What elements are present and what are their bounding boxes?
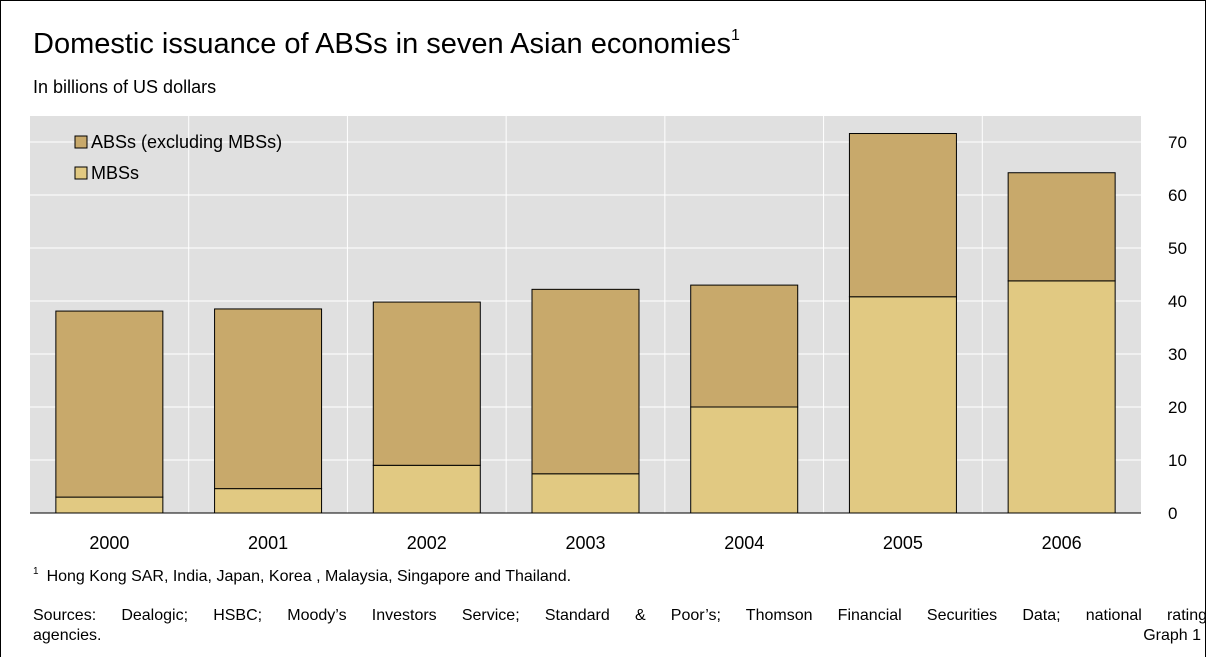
abs-bar-2001	[214, 308, 323, 490]
y-tick-label: 60	[1168, 186, 1187, 205]
y-tick-label: 0	[1168, 504, 1177, 523]
x-tick-label: 2003	[565, 533, 605, 553]
footnote: 1 Hong Kong SAR, India, Japan, Korea , Ma…	[33, 566, 571, 586]
x-tick-label: 2004	[724, 533, 764, 553]
chart-subtitle: In billions of US dollars	[33, 77, 217, 97]
y-tick-label: 50	[1168, 239, 1187, 258]
y-axis-ticks: 0 10 20 30 40 50 60 70	[1168, 133, 1187, 523]
abs-bar-2006	[1007, 172, 1116, 282]
mbs-bar-2003	[531, 473, 640, 514]
stacked-bar-chart: 0 10 20 30 40 50 60 70 2000 2001 2002 2003 2004 2005…	[30, 116, 1187, 553]
mbs-bar-2005	[848, 296, 957, 514]
abs-bar-2000	[55, 310, 164, 498]
y-tick-label: 20	[1168, 398, 1187, 417]
sources-line-2: agencies.	[33, 627, 102, 644]
mbs-bar-2004	[690, 406, 799, 514]
mbs-bar-2006	[1007, 280, 1116, 514]
mbs-bar-2000	[55, 496, 164, 514]
abs-bar-2004	[690, 284, 799, 408]
y-tick-label: 40	[1168, 292, 1187, 311]
x-tick-label: 2000	[89, 533, 129, 553]
mbs-bar-2002	[372, 464, 481, 514]
legend-swatch	[74, 135, 88, 149]
abs-bar-2002	[372, 301, 481, 466]
legend-label: ABSs (excluding MBSs)	[91, 132, 282, 152]
chart-title: Domestic issuance of ABSs in seven Asian…	[33, 27, 740, 61]
abs-bar-2003	[531, 288, 640, 475]
footnote-marker: 1	[33, 566, 39, 577]
sources-line-1: Sources: Dealogic; HSBC; Moody’s Investo…	[33, 607, 1207, 624]
abs-bar-2005	[848, 133, 957, 298]
title-footnote-marker: 1	[730, 27, 740, 44]
bars	[55, 133, 1116, 514]
x-tick-label: 2005	[883, 533, 923, 553]
legend-label: MBSs	[91, 163, 139, 183]
x-tick-label: 2002	[407, 533, 447, 553]
y-tick-label: 70	[1168, 133, 1187, 152]
chart-title-text: Domestic issuance of ABSs in seven Asian…	[33, 28, 731, 60]
legend-swatch	[74, 166, 88, 180]
y-tick-label: 30	[1168, 345, 1187, 364]
x-axis-ticks: 2000 2001 2002 2003 2004 2005 2006	[89, 533, 1081, 553]
legend: ABSs (excluding MBSs) MBSs	[74, 132, 282, 183]
x-tick-label: 2006	[1042, 533, 1082, 553]
y-tick-label: 10	[1168, 451, 1187, 470]
footnote-text: Hong Kong SAR, India, Japan, Korea , Mal…	[46, 568, 572, 585]
graph-number: Graph 1	[1143, 627, 1201, 644]
x-tick-label: 2001	[248, 533, 288, 553]
mbs-bar-2001	[214, 488, 323, 514]
